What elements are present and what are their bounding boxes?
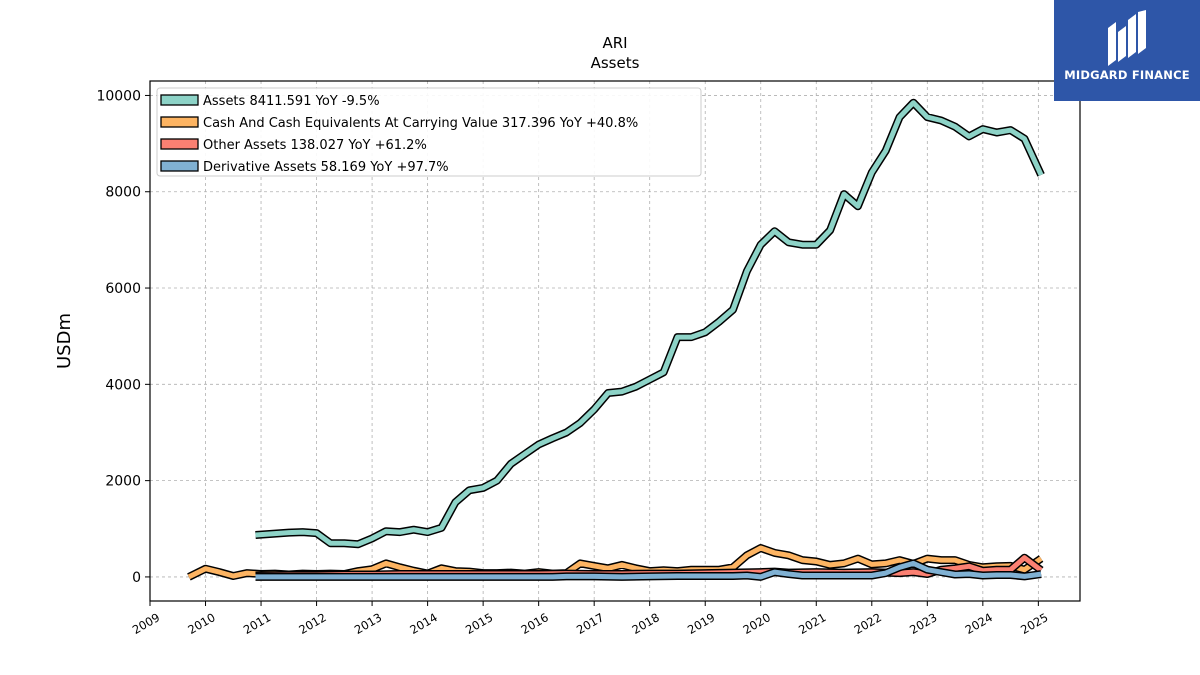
legend-swatch-1 xyxy=(160,116,199,128)
x-tick-label: 2023 xyxy=(907,610,939,637)
x-tick-label: 2017 xyxy=(574,610,606,637)
x-tick-label: 2015 xyxy=(463,610,495,637)
brand-name: MIDGARD FINANCE xyxy=(1064,68,1190,82)
legend-swatch-0 xyxy=(160,94,199,106)
x-tick-label: 2018 xyxy=(630,610,662,637)
x-tick-label: 2019 xyxy=(685,610,717,637)
series-line-3 xyxy=(255,560,1042,580)
brand-mark-icon xyxy=(1108,10,1146,66)
y-axis-label: USDm xyxy=(54,313,75,369)
x-tick-label: 2022 xyxy=(852,610,884,637)
legend: Assets 8411.591 YoY -9.5% Cash And Cash E… xyxy=(156,87,702,177)
brand-logo: MIDGARD FINANCE xyxy=(1054,0,1200,101)
y-tick-label: 8000 xyxy=(105,185,141,201)
legend-box xyxy=(156,87,702,177)
x-tick-label: 2011 xyxy=(241,610,273,637)
legend-swatch-3 xyxy=(160,160,199,172)
series-line-0 xyxy=(255,100,1044,547)
x-tick-label: 2014 xyxy=(407,610,439,637)
series-layer xyxy=(187,98,1045,581)
x-tick-label: 2020 xyxy=(741,610,773,637)
legend-label-0: Assets 8411.591 YoY -9.5% xyxy=(203,94,380,109)
legend-swatch-2 xyxy=(160,138,199,150)
y-tick-label: 4000 xyxy=(105,377,141,393)
legend-label-2: Other Assets 138.027 YoY +61.2% xyxy=(203,138,427,153)
chart-subtitle: Assets xyxy=(591,54,640,72)
x-tick-label: 2021 xyxy=(796,610,828,637)
y-tick-label: 0 xyxy=(132,570,141,586)
plot-frame xyxy=(149,80,1081,602)
legend-label-3: Derivative Assets 58.169 YoY +97.7% xyxy=(203,160,449,175)
y-tick-label: 2000 xyxy=(105,474,141,490)
axes: 0 2000 4000 6000 8000 10000 2009 2010 2011 2012 20… xyxy=(96,88,1050,636)
y-tick-label: 6000 xyxy=(105,281,141,297)
chart-title: ARI xyxy=(602,34,627,52)
x-tick-label: 2016 xyxy=(518,610,550,637)
x-tick-label: 2012 xyxy=(296,610,328,637)
x-tick-label: 2024 xyxy=(963,610,995,637)
x-tick-label: 2010 xyxy=(185,610,217,637)
legend-label-1: Cash And Cash Equivalents At Carrying Va… xyxy=(203,116,638,131)
x-tick-label: 2013 xyxy=(352,610,384,637)
x-tick-label: 2025 xyxy=(1018,610,1050,637)
x-tick-label: 2009 xyxy=(130,610,162,637)
y-tick-label: 10000 xyxy=(96,88,141,104)
